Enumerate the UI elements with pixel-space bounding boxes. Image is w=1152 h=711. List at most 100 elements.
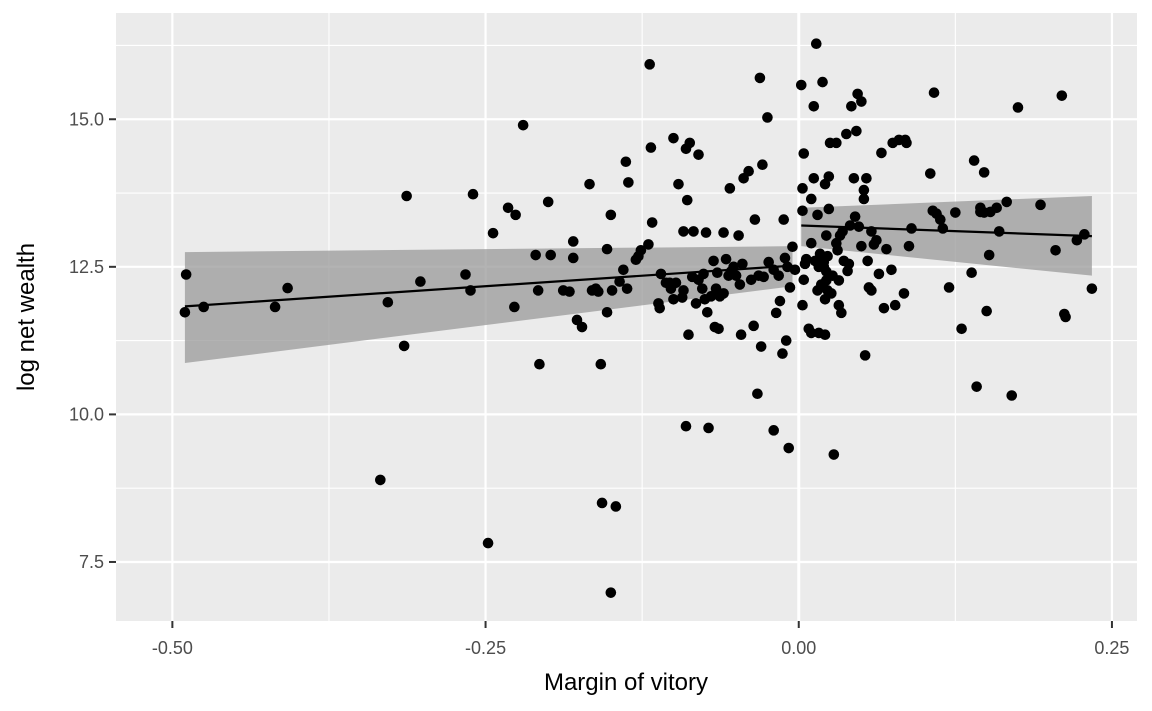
data-point [1050,244,1061,256]
data-point [1071,234,1083,246]
data-point [798,274,810,286]
data-point [937,223,949,234]
data-point [832,244,843,256]
fit-line [184,264,793,308]
data-point [460,269,471,280]
data-point [749,214,761,225]
data-point [826,288,837,299]
data-point [644,59,655,70]
data-point [601,243,613,255]
data-point [983,249,995,261]
data-point [1012,102,1024,113]
data-point [532,285,544,296]
x-tick-label: 0.00 [781,638,816,658]
data-point [1056,90,1068,101]
data-point [798,148,810,159]
data-point [542,196,554,208]
data-point [1086,283,1098,294]
data-point [1006,390,1018,401]
data-point [683,329,694,341]
data-point [605,587,617,598]
data-point [509,301,520,313]
data-point [924,168,936,179]
data-point [978,167,990,178]
data-point [755,341,767,352]
data-point [684,137,696,149]
data-point [180,269,192,280]
data-point [817,76,828,88]
data-point [975,206,986,218]
data-point [856,96,867,107]
data-point [828,449,840,460]
data-point [712,267,723,279]
data-point [780,335,792,346]
x-axis-ticks: -0.50 -0.25 0.00 0.25 [152,621,1129,658]
data-point [593,286,604,297]
data-point [645,142,657,153]
data-point [618,264,629,276]
data-point [567,252,579,264]
data-point [823,171,835,182]
data-point [808,172,820,184]
data-point [819,329,831,341]
data-point [823,203,835,215]
data-point [770,307,782,319]
data-point [898,288,910,299]
data-point [950,207,961,218]
data-point [968,155,980,166]
data-point [601,306,613,318]
x-tick-label: 0.25 [1094,638,1129,658]
data-point [718,288,729,299]
data-point [797,183,808,194]
data-point [928,87,940,98]
data-point [866,285,877,296]
data-point [282,282,293,294]
data-point [705,291,717,302]
data-point [584,178,595,190]
data-points [179,38,1098,598]
data-point [681,194,693,206]
data-point [693,149,704,160]
data-point [1079,229,1090,240]
data-point [861,172,872,184]
data-point [773,270,785,281]
data-point [678,226,689,237]
data-point [702,306,713,318]
data-point [859,350,871,361]
data-point [805,327,817,339]
data-point [846,100,857,112]
data-point [735,329,747,341]
data-point [991,202,1002,214]
data-point [680,420,692,432]
data-point [743,165,754,177]
data-point [720,253,732,265]
data-point [881,243,892,255]
y-axis-title: log net wealth [13,243,40,391]
data-point [688,226,699,237]
data-point [783,442,795,454]
data-point [623,177,634,188]
data-point [748,320,759,332]
data-point [787,241,798,253]
data-point [779,252,791,264]
data-point [836,307,847,319]
data-point [269,301,281,313]
data-point [758,271,769,283]
x-tick-label: -0.25 [465,638,506,658]
data-point [487,227,499,239]
data-point [841,128,852,140]
data-point [822,250,833,262]
data-point [858,184,870,196]
data-point [848,172,860,184]
data-point [545,249,557,261]
data-point [833,275,845,286]
data-point [812,209,823,221]
data-point [713,323,724,335]
data-point [605,209,617,221]
data-point [502,202,514,214]
data-point [971,381,982,392]
data-point [724,183,736,194]
data-point [797,205,808,217]
data-point [821,230,832,241]
